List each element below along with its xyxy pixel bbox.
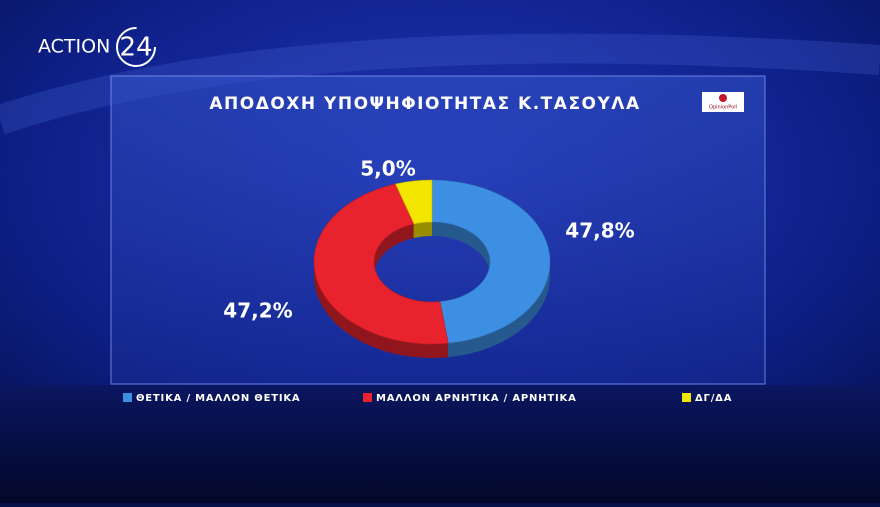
brand-ring xyxy=(116,27,156,67)
value-label: 47,2% xyxy=(223,299,292,323)
source: OpinionPoll xyxy=(709,105,737,111)
slice xyxy=(395,179,433,225)
slice xyxy=(313,183,449,345)
brand-number: 24 xyxy=(119,33,152,63)
donut-chart: 47,8% 47,2% 5,0% ΘΕΤΙΚΑ / ΜΑΛΛΟΝ ΘΕΤΙΚΑ ΜΑΛΛ… xyxy=(123,157,732,404)
legend-swatch xyxy=(682,393,691,402)
brand-name: ACTION xyxy=(38,36,110,58)
legend-label: ΘΕΤΙΚΑ / ΜΑΛΛΟΝ ΘΕΤΙΚΑ xyxy=(136,393,300,404)
floor xyxy=(0,385,880,503)
value-label: 47,8% xyxy=(565,219,634,243)
legend-swatch xyxy=(363,393,372,402)
decor xyxy=(0,33,880,135)
legend-label: ΔΓ/ΔΑ xyxy=(695,393,732,404)
source-dot xyxy=(719,94,727,102)
chart-title: ΑΠΟΔΟΧΗ ΥΠΟΨΗΦΙΟΤΗΤΑΣ Κ.ΤΑΣΟΥΛΑ xyxy=(209,94,640,114)
slice xyxy=(431,179,551,344)
legend-swatch xyxy=(123,393,132,402)
legend-label: ΜΑΛΛΟΝ ΑΡΝΗΤΙΚΑ / ΑΡΝΗΤΙΚΑ xyxy=(376,393,577,404)
value-label: 5,0% xyxy=(360,157,415,181)
